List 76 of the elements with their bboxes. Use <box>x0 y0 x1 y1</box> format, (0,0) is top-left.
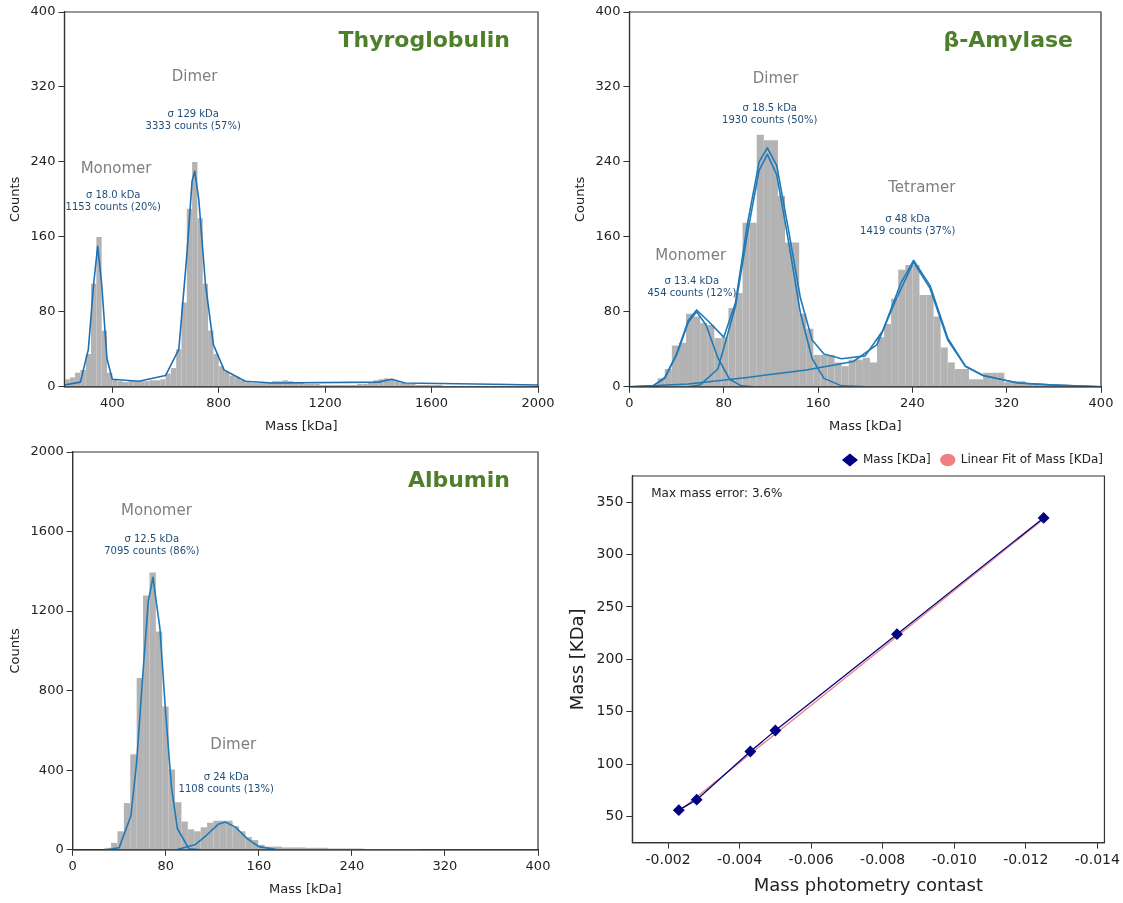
annotation: Monomer <box>655 246 727 265</box>
y-tick-label: 320 <box>30 78 56 94</box>
text: β-Amylase <box>943 26 1073 52</box>
y-tick-label: 400 <box>595 3 621 19</box>
x-axis-title: Mass [kDa] <box>264 417 338 433</box>
x-tick-label: 400 <box>525 857 551 873</box>
annotation: σ 24 kDa 1108 counts (13%) <box>178 770 274 794</box>
y-tick-label: 160 <box>595 228 621 244</box>
y-tick-label: 1600 <box>30 522 64 538</box>
y-tick-label: 0 <box>47 378 56 394</box>
y-tick-label: 320 <box>595 78 621 94</box>
annotation: σ 13.4 kDa 454 counts (12%) <box>647 275 737 299</box>
y-tick-label: 150 <box>596 702 624 719</box>
annotation: Dimer <box>210 735 257 754</box>
x-tick-label: 400 <box>99 394 125 410</box>
y-tick-label: 1200 <box>30 602 64 618</box>
x-tick-label: -0.010 <box>931 850 977 867</box>
annotation: Dimer <box>752 68 800 87</box>
y-tick-label: 800 <box>38 682 64 698</box>
y-tick-label: 200 <box>596 649 624 666</box>
x-tick-label: 240 <box>899 394 925 410</box>
x-tick-label: 320 <box>432 857 458 873</box>
x-tick-label: 80 <box>157 857 175 873</box>
y-tick-label: 160 <box>30 228 56 244</box>
y-tick-label: 350 <box>596 492 624 509</box>
x-tick-label: -0.002 <box>645 850 691 867</box>
x-tick-label: 400 <box>1088 394 1114 410</box>
y-tick-label: 80 <box>38 303 56 319</box>
annotation: Tetramer <box>887 178 957 197</box>
x-tick-label: -0.014 <box>1074 850 1120 867</box>
y-tick-label: 50 <box>605 807 624 824</box>
x-tick-label: 2000 <box>521 394 555 410</box>
y-axis-title: Counts <box>7 176 23 223</box>
x-tick-label: 320 <box>994 394 1020 410</box>
y-tick-label: 80 <box>603 303 621 319</box>
annotation: σ 12.5 kDa 7095 counts (86%) <box>104 532 200 556</box>
x-tick-label: -0.012 <box>1003 850 1049 867</box>
y-tick-label: 300 <box>596 545 624 562</box>
annotation: σ 18.0 kDa 1153 counts (20%) <box>65 188 161 212</box>
x-tick-label: 160 <box>246 857 272 873</box>
x-tick-label: 80 <box>715 394 732 410</box>
x-tick-label: 160 <box>805 394 831 410</box>
y-axis-title: Mass [KDa] <box>566 608 588 711</box>
x-tick-label: -0.008 <box>860 850 906 867</box>
y-tick-label: 2000 <box>30 443 64 459</box>
legend-label: Mass [KDa] <box>862 452 931 467</box>
legend-label: Linear Fit of Mass [KDa] <box>960 452 1104 467</box>
x-axis-title: Mass [kDa] <box>269 880 342 896</box>
annotation: Monomer <box>80 158 153 177</box>
x-tick-label: 240 <box>339 857 365 873</box>
y-tick-label: 400 <box>30 3 56 19</box>
y-axis-title: Counts <box>7 627 23 674</box>
annotation: Dimer <box>171 67 219 86</box>
x-tick-label: -0.004 <box>717 850 763 867</box>
y-tick-label: 240 <box>595 153 621 169</box>
annotation: Max mass error: 3.6% <box>651 486 783 501</box>
x-tick-label: 800 <box>206 394 232 410</box>
x-tick-label: 1200 <box>308 394 342 410</box>
x-tick-label: 1600 <box>415 394 449 410</box>
annotation: σ 48 kDa 1419 counts (37%) <box>860 213 956 237</box>
annotation: σ 18.5 kDa 1930 counts (50%) <box>722 101 818 125</box>
y-tick-label: 0 <box>612 378 621 394</box>
annotation: Monomer <box>121 500 193 519</box>
y-tick-label: 400 <box>38 761 64 777</box>
y-axis-title: Counts <box>572 176 588 223</box>
x-tick-label: 0 <box>68 857 77 873</box>
text: Thyroglobulin <box>338 26 510 52</box>
y-tick-label: 250 <box>596 597 624 614</box>
text: Albumin <box>407 466 510 492</box>
x-tick-label: 0 <box>625 394 634 410</box>
x-axis-title: Mass [kDa] <box>828 417 902 433</box>
x-axis-title: Mass photometry contast <box>753 873 983 895</box>
x-tick-label: -0.006 <box>788 850 834 867</box>
y-tick-label: 100 <box>596 754 624 771</box>
annotation: σ 129 kDa 3333 counts (57%) <box>145 107 241 131</box>
y-tick-label: 240 <box>30 153 56 169</box>
